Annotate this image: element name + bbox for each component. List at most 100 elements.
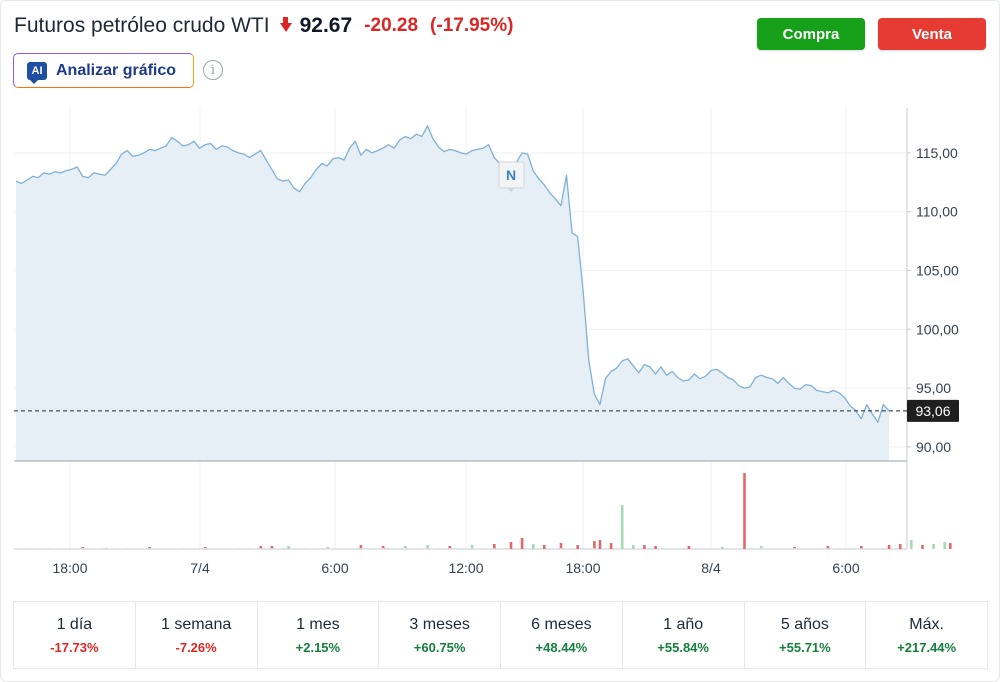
volume-base-98 xyxy=(559,548,562,549)
volume-bar-23 xyxy=(609,543,613,549)
price-change-percent: (-17.95%) xyxy=(430,15,514,36)
period-change: +60.75% xyxy=(413,639,466,655)
volume-base-22 xyxy=(137,548,140,549)
volume-base-78 xyxy=(448,548,451,549)
volume-base-26 xyxy=(159,548,162,549)
volume-base-122 xyxy=(693,548,696,549)
volume-base-102 xyxy=(582,548,585,549)
volume-bar-10 xyxy=(404,546,407,549)
volume-base-6 xyxy=(48,548,51,549)
period-change: +2.15% xyxy=(295,639,341,655)
volume-base-82 xyxy=(471,548,473,549)
period-change: +48.44% xyxy=(535,639,588,655)
volume-bar-37 xyxy=(910,540,913,549)
volume-bar-13 xyxy=(470,545,474,549)
volume-bar-25 xyxy=(632,545,635,549)
volume-base-118 xyxy=(671,548,674,549)
volume-bar-40 xyxy=(943,542,946,549)
y-tick-label-1: 110,00 xyxy=(916,204,958,220)
volume-base-10 xyxy=(70,548,73,549)
period-label: 1 año xyxy=(663,615,704,633)
performance-periods: 1 día -17.73% 1 semana -7.26% 1 mes +2.15% 3 m… xyxy=(13,601,988,669)
volume-base-106 xyxy=(604,548,607,549)
volume-bar-39 xyxy=(932,544,935,549)
volume-base-144 xyxy=(815,548,818,549)
period-label: 1 mes xyxy=(296,615,340,633)
last-price-label: 93,06 xyxy=(915,403,950,419)
analyze-chart-label: Analizar gráfico xyxy=(56,61,177,79)
volume-bar-31 xyxy=(759,546,763,549)
volume-bar-38 xyxy=(921,545,924,549)
buy-button[interactable]: Compra xyxy=(757,18,865,50)
period-7[interactable]: Máx. +217.44% xyxy=(866,602,987,668)
volume-base-140 xyxy=(793,548,796,549)
volume-base-80 xyxy=(459,548,462,549)
period-6[interactable]: 5 años +55.71% xyxy=(745,602,867,668)
volume-base-88 xyxy=(504,548,507,549)
analyze-chart-button[interactable]: AI Analizar gráfico xyxy=(13,53,194,88)
volume-base-32 xyxy=(192,548,195,549)
volume-base-138 xyxy=(782,548,785,549)
volume-base-96 xyxy=(548,548,551,549)
volume-base-2 xyxy=(26,548,29,549)
volume-base-120 xyxy=(682,548,685,549)
volume-bar-12 xyxy=(448,546,452,549)
period-change: +55.71% xyxy=(779,639,831,655)
period-2[interactable]: 1 mes +2.15% xyxy=(258,602,380,668)
volume-base-38 xyxy=(226,548,229,549)
volume-base-24 xyxy=(148,548,151,549)
volume-bar-27 xyxy=(654,546,657,549)
volume-base-14 xyxy=(92,548,95,549)
volume-bar-29 xyxy=(721,547,724,549)
y-tick-label-5: 90,00 xyxy=(916,439,951,455)
y-tick-label-4: 95,00 xyxy=(916,380,951,396)
volume-base-28 xyxy=(170,548,173,549)
volume-bar-35 xyxy=(887,545,891,549)
volume-bar-14 xyxy=(493,544,496,549)
y-tick-label-2: 105,00 xyxy=(916,263,959,279)
volume-base-94 xyxy=(537,548,540,549)
volume-base-52 xyxy=(304,548,307,549)
volume-base-56 xyxy=(326,548,329,549)
period-4[interactable]: 6 meses +48.44% xyxy=(501,602,623,668)
volume-base-154 xyxy=(871,548,874,549)
period-5[interactable]: 1 año +55.84% xyxy=(623,602,745,668)
volume-base-114 xyxy=(648,548,651,549)
x-tick-label-0: 18:00 xyxy=(52,560,87,576)
volume-base-146 xyxy=(826,548,829,549)
period-1[interactable]: 1 semana -7.26% xyxy=(136,602,258,668)
volume-base-8 xyxy=(59,548,62,549)
volume-bar-26 xyxy=(643,545,646,549)
volume-base-132 xyxy=(749,548,751,549)
sell-button[interactable]: Venta xyxy=(878,18,986,50)
info-icon[interactable]: i xyxy=(203,60,223,80)
volume-base-108 xyxy=(615,548,618,549)
volume-bar-17 xyxy=(531,544,535,549)
volume-bar-5 xyxy=(270,546,274,549)
x-tick-label-3: 12:00 xyxy=(448,560,483,576)
volume-base-134 xyxy=(760,548,763,549)
volume-base-46 xyxy=(270,548,273,549)
volume-bar-21 xyxy=(593,541,596,549)
volume-base-112 xyxy=(637,548,640,549)
volume-bar-34 xyxy=(860,546,863,549)
price-line xyxy=(15,125,890,423)
period-0[interactable]: 1 día -17.73% xyxy=(14,602,136,668)
last-price: 92.67 xyxy=(299,14,353,37)
period-change: -17.73% xyxy=(50,639,99,655)
price-change: -20.28 xyxy=(364,15,419,36)
volume-base-156 xyxy=(882,548,885,549)
volume-base-150 xyxy=(849,548,852,549)
period-label: 1 día xyxy=(56,615,93,633)
volume-bar-19 xyxy=(559,543,563,549)
volume-base-4 xyxy=(37,548,40,549)
period-label: 5 años xyxy=(780,615,829,633)
volume-base-12 xyxy=(81,548,84,549)
period-3[interactable]: 3 meses +60.75% xyxy=(379,602,501,668)
period-label: 3 meses xyxy=(409,615,470,633)
price-chart[interactable]: Investing.com115,00110,00105,00100,0095,… xyxy=(0,100,1000,590)
volume-base-42 xyxy=(248,548,251,549)
volume-base-36 xyxy=(215,548,218,549)
volume-base-72 xyxy=(415,548,418,549)
instrument-header: Futuros petróleo crudo WTI 92.67 -20.28 … xyxy=(14,14,513,38)
